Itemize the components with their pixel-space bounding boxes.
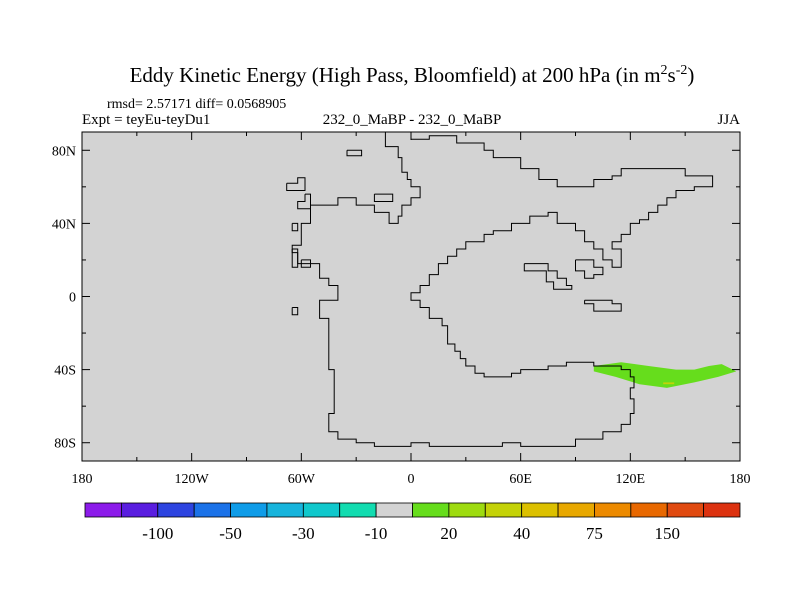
y-tick-label: 0 (69, 291, 76, 306)
chart-title: Eddy Kinetic Energy (High Pass, Bloomfie… (130, 63, 695, 87)
stats-label: rmsd= 2.57171 diff= 0.0568905 (107, 97, 286, 112)
colorbar-swatch (448, 502, 486, 518)
x-tick-label: 120W (175, 472, 210, 487)
colorbar-swatch (630, 502, 668, 518)
y-tick-label: 80N (52, 144, 76, 159)
y-tick-label: 40N (52, 217, 76, 232)
colorbar-swatch (339, 502, 377, 518)
center-label: 232_0_MaBP - 232_0_MaBP (323, 112, 502, 128)
colorbar-swatch (157, 502, 195, 518)
experiment-label: Expt = teyEu-teyDu1 (82, 112, 210, 128)
colorbar-label: -30 (292, 524, 315, 543)
coastline-segment (575, 259, 604, 279)
y-tick-label: 80S (54, 437, 76, 452)
coastline-segment (346, 149, 363, 157)
x-tick-label: 120E (616, 472, 646, 487)
colorbar-swatch (193, 502, 231, 518)
colorbar-swatch (412, 502, 450, 518)
colorbar-labels: -100 -50 -30 -10 20 40 75 150 (142, 524, 680, 543)
coastline-segment (291, 307, 299, 316)
anomaly-region-southern-ocean-core (663, 382, 675, 385)
colorbar-label: -100 (142, 524, 173, 543)
x-tick-label: 180 (72, 472, 93, 487)
colorbar-swatch (120, 502, 159, 518)
colorbar-swatch (703, 502, 741, 518)
anomaly-fields (593, 362, 737, 388)
x-tick-label: 60E (509, 472, 532, 487)
chart-title-s: s (668, 63, 676, 87)
x-tick-label: 60W (288, 472, 316, 487)
y-axis-ticks: 80N 40N 0 40S 80S (52, 144, 740, 452)
x-tick-label: 180 (730, 472, 751, 487)
coastlines (286, 132, 714, 447)
coastline-segment (297, 193, 311, 210)
colorbar-label: 40 (513, 524, 530, 543)
coastline-segment (523, 263, 573, 290)
coastline-segment (291, 248, 299, 268)
colorbar-swatch (666, 502, 705, 518)
anomaly-region-southern-ocean-positive (593, 362, 737, 388)
colorbar-swatch (375, 502, 413, 518)
coastline-segment (286, 177, 306, 191)
colorbar-swatch (266, 502, 304, 518)
colorbar (84, 502, 741, 518)
colorbar-swatch (84, 502, 122, 518)
colorbar-swatch (521, 502, 559, 518)
chart-title-sup1: 2 (661, 63, 668, 78)
x-axis-ticks: 180 120W 60W 0 60E 120E 180 (72, 132, 751, 487)
colorbar-swatch (557, 502, 595, 518)
chart-title-main: Eddy Kinetic Energy (High Pass, Bloomfie… (130, 63, 661, 87)
colorbar-swatch (484, 502, 523, 518)
coastline-segment (300, 259, 311, 268)
coastline-segment (291, 222, 299, 232)
coastline-segment (584, 299, 622, 312)
colorbar-label: -50 (219, 524, 242, 543)
coastline-segment (373, 193, 394, 202)
colorbar-label: 20 (440, 524, 457, 543)
colorbar-swatch (302, 502, 341, 518)
chart-title-close: ) (687, 63, 694, 87)
colorbar-label: 75 (586, 524, 603, 543)
colorbar-label: -10 (365, 524, 388, 543)
colorbar-swatch (594, 502, 632, 518)
y-tick-label: 40S (54, 364, 76, 379)
x-tick-label: 0 (408, 472, 415, 487)
colorbar-swatch (230, 502, 268, 518)
chart-title-sup2: -2 (676, 63, 688, 78)
colorbar-label: 150 (654, 524, 680, 543)
season-label: JJA (717, 112, 740, 128)
